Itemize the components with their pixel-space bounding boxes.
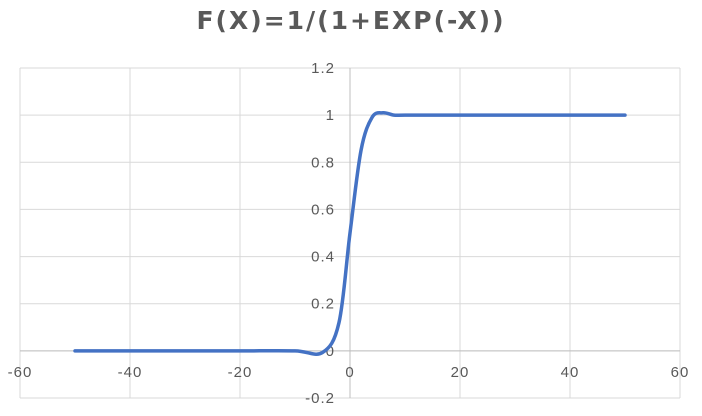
x-tick-label: -40 [118,364,143,381]
chart-title: F(X)=1/(1+EXP(-X)) [196,6,506,35]
y-tick-label: 0.2 [311,296,335,313]
y-tick-label: 1.2 [311,60,335,77]
y-tick-label: 0.6 [311,201,335,218]
y-tick-label: -0.2 [305,390,335,407]
x-tick-label: -60 [8,364,33,381]
x-tick-label: 40 [561,364,580,381]
x-tick-label: 20 [451,364,470,381]
y-tick-label: 0.4 [311,249,335,266]
x-tick-label: 0 [345,364,354,381]
x-tick-label: -20 [228,364,253,381]
x-tick-label: 60 [671,364,690,381]
y-tick-label: 1 [326,107,335,124]
y-tick-label: 0.8 [311,154,335,171]
y-tick-label: 0 [326,343,335,360]
series-line [73,111,627,357]
